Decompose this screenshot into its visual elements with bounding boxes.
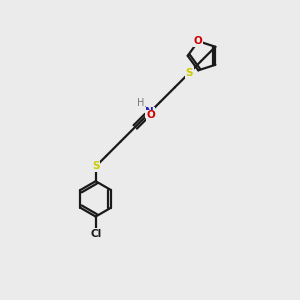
Text: Cl: Cl [90, 229, 101, 238]
Text: S: S [186, 68, 193, 78]
Text: H: H [137, 98, 144, 108]
Text: S: S [92, 161, 99, 172]
Text: O: O [147, 110, 155, 121]
Text: N: N [146, 107, 154, 117]
Text: O: O [194, 36, 203, 46]
